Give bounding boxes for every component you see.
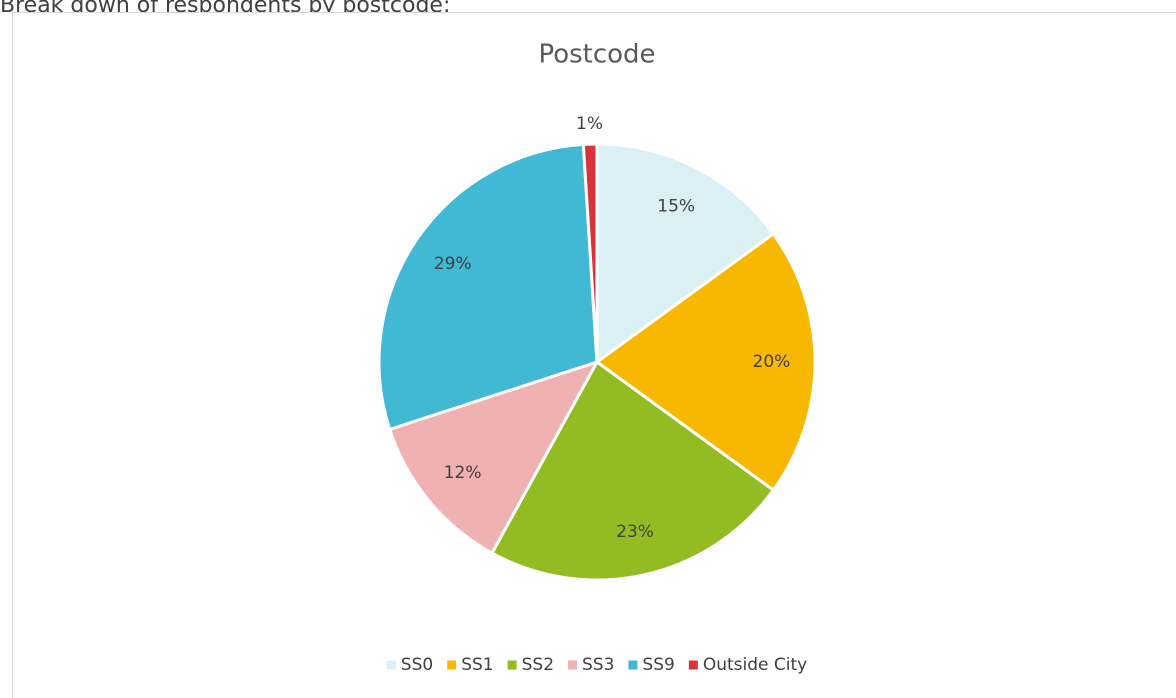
legend-label: Outside City	[703, 655, 807, 675]
legend-swatch	[447, 660, 457, 670]
legend-label: SS1	[461, 655, 493, 675]
data-label: 23%	[616, 522, 654, 542]
pie-slice	[581, 142, 599, 363]
data-label: 29%	[434, 254, 472, 274]
data-label: 20%	[753, 352, 791, 372]
legend-label: SS3	[582, 655, 614, 675]
pie-slice	[377, 142, 599, 432]
chart-title: Postcode	[538, 40, 655, 70]
legend-swatch	[628, 660, 638, 670]
data-label: 15%	[657, 197, 695, 217]
legend-label: SS9	[642, 655, 674, 675]
data-label: 1%	[576, 114, 603, 134]
legend-label: SS2	[522, 655, 554, 675]
legend-swatch	[386, 660, 396, 670]
pie-slice	[387, 359, 601, 556]
pie-slice	[594, 231, 817, 493]
legend-swatch	[568, 660, 578, 670]
data-label: 12%	[444, 463, 482, 483]
legend-label: SS0	[401, 655, 433, 675]
legend-swatch	[507, 660, 517, 670]
pie-slice	[595, 142, 776, 365]
legend-swatch	[688, 660, 698, 670]
pie-slice	[489, 359, 776, 582]
